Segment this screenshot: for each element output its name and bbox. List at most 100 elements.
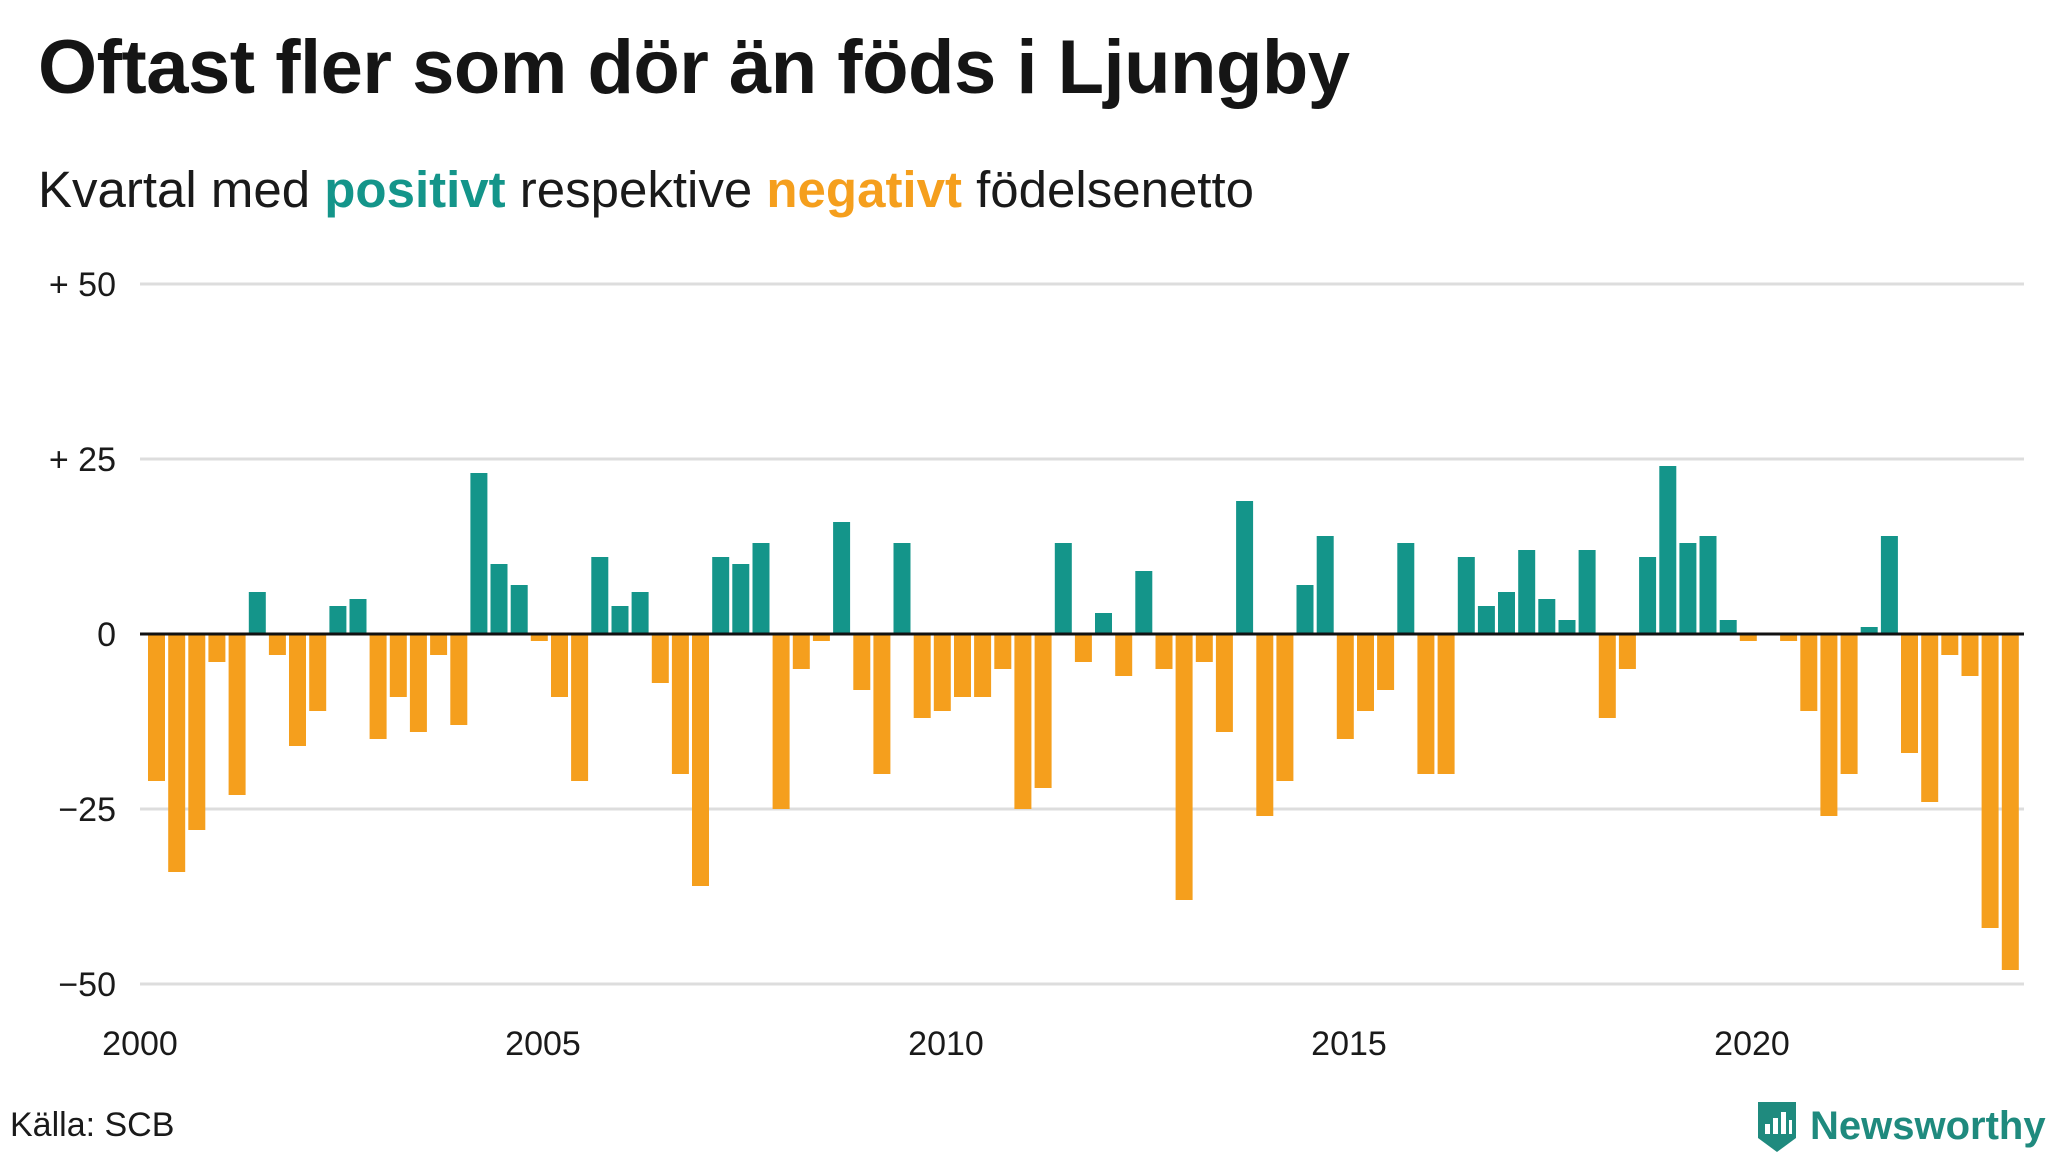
bar	[1699, 536, 1717, 634]
bar	[1518, 550, 1536, 634]
subtitle-text-after: födelsenetto	[961, 161, 1255, 218]
bar	[954, 634, 971, 697]
bar	[530, 634, 548, 641]
bar	[1921, 634, 1939, 802]
bar	[1880, 536, 1898, 634]
subtitle-negative-label: negativt	[766, 161, 962, 218]
y-tick-label: + 25	[49, 441, 116, 479]
bar	[1256, 634, 1274, 816]
bar	[712, 557, 730, 634]
bar	[1901, 634, 1918, 753]
bar	[1840, 634, 1858, 774]
bar	[651, 634, 669, 683]
bar	[1115, 634, 1133, 676]
bar	[1820, 634, 1838, 816]
axes: + 50 + 25 0 −25 −50 2000 2005 2010 2015 2020	[49, 266, 2024, 1063]
brand-logo: Newsworthy	[1754, 1096, 2046, 1156]
y-tick-label: −50	[58, 966, 116, 1004]
bar	[1860, 627, 1878, 634]
bar	[2001, 634, 2019, 970]
bar	[1477, 606, 1495, 634]
bar	[1014, 634, 1032, 809]
bar	[1679, 543, 1697, 634]
x-tick-label: 2010	[908, 1025, 984, 1063]
bar	[1618, 634, 1636, 669]
bar	[1175, 634, 1193, 900]
bar	[1578, 550, 1596, 634]
source-note: Källa: SCB	[10, 1106, 175, 1144]
x-tick-label: 2020	[1714, 1025, 1790, 1063]
bar	[1417, 634, 1435, 774]
bar	[389, 634, 407, 697]
bar	[1739, 634, 1757, 641]
bar	[188, 634, 206, 830]
x-tick-label: 2000	[102, 1025, 178, 1063]
newsworthy-logo-icon	[1758, 1102, 1796, 1152]
bar	[309, 634, 327, 711]
subtitle-text-middle: respektive	[505, 161, 767, 218]
bar	[974, 634, 992, 697]
bar	[268, 634, 286, 655]
bar	[611, 606, 629, 634]
subtitle-positive-label: positivt	[324, 161, 506, 218]
bar	[1558, 620, 1576, 634]
bar	[248, 592, 266, 634]
bar	[1397, 543, 1415, 634]
bar	[1316, 536, 1334, 634]
bar	[913, 634, 931, 718]
brand-name: Newsworthy	[1810, 1103, 2046, 1148]
bar	[1800, 634, 1818, 711]
y-tick-label: + 50	[49, 266, 116, 304]
chart-subtitle: Kvartal med positivt respektive negativt…	[38, 160, 1254, 219]
chart-title: Oftast fler som dör än föds i Ljungby	[38, 25, 1350, 110]
bar	[1719, 620, 1737, 634]
y-tick-label: −25	[58, 791, 116, 829]
bar	[873, 634, 891, 774]
bar	[631, 592, 649, 634]
bar	[833, 522, 851, 634]
bar	[1981, 634, 1999, 928]
bar	[1498, 592, 1515, 634]
bar	[1941, 634, 1959, 655]
bar	[490, 564, 508, 634]
bar	[893, 543, 911, 634]
bar	[1659, 466, 1677, 634]
x-tick-label: 2015	[1311, 1025, 1387, 1063]
bar	[1135, 571, 1153, 634]
bar	[933, 634, 951, 711]
y-tick-label: 0	[97, 616, 116, 654]
bar	[430, 634, 448, 655]
bar	[1215, 634, 1233, 732]
bar	[208, 634, 226, 662]
bar	[1961, 634, 1979, 676]
bar	[1195, 634, 1213, 662]
bar	[591, 557, 609, 634]
bar	[450, 634, 468, 725]
bar	[329, 606, 347, 634]
bar	[148, 634, 165, 781]
bar	[853, 634, 871, 690]
subtitle-text-before: Kvartal med	[38, 161, 325, 218]
bar	[1639, 557, 1657, 634]
bar	[692, 634, 709, 886]
bar	[772, 634, 790, 809]
bar	[551, 634, 568, 697]
bar	[1155, 634, 1173, 669]
bar	[289, 634, 306, 746]
bar	[510, 585, 528, 634]
bar	[1095, 613, 1112, 634]
bar	[1457, 557, 1475, 634]
bar	[1538, 599, 1556, 634]
bar	[1357, 634, 1374, 711]
bar	[228, 634, 246, 795]
bar	[571, 634, 589, 781]
bar	[349, 599, 367, 634]
bar	[470, 473, 488, 634]
bar	[1034, 634, 1052, 788]
bar	[369, 634, 387, 739]
bar	[1296, 585, 1314, 634]
bar	[1437, 634, 1455, 774]
bar	[1336, 634, 1354, 739]
bar	[994, 634, 1012, 669]
bar	[1377, 634, 1395, 690]
